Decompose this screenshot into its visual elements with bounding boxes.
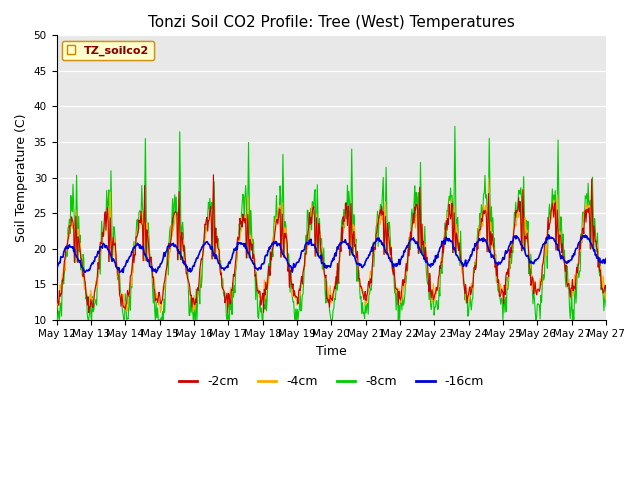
-4cm <box>218 278 226 284</box>
Legend: -2cm, -4cm, -8cm, -16cm: -2cm, -4cm, -8cm, -16cm <box>173 370 489 393</box>
-8cm <box>420 240 428 246</box>
-2cm <box>52 301 60 307</box>
-4cm <box>419 227 426 232</box>
-16cm <box>219 265 227 271</box>
-2cm <box>220 287 227 292</box>
-4cm <box>388 265 396 271</box>
-8cm <box>118 297 125 302</box>
-16cm <box>52 264 60 270</box>
-16cm <box>267 243 275 249</box>
-8cm <box>219 276 227 281</box>
-8cm <box>267 265 275 271</box>
-8cm <box>53 317 61 323</box>
-4cm <box>52 310 60 315</box>
-4cm <box>602 289 610 295</box>
-2cm <box>118 291 125 297</box>
-4cm <box>245 255 253 261</box>
-16cm <box>388 261 396 267</box>
-8cm <box>388 266 396 272</box>
Y-axis label: Soil Temperature (C): Soil Temperature (C) <box>15 113 28 242</box>
Line: -2cm: -2cm <box>56 175 606 312</box>
-2cm <box>268 257 275 263</box>
-2cm <box>602 287 610 293</box>
-16cm <box>602 256 610 262</box>
-16cm <box>246 254 254 260</box>
-2cm <box>389 272 397 278</box>
-8cm <box>602 303 610 309</box>
-2cm <box>247 239 255 245</box>
-8cm <box>246 255 254 261</box>
-4cm <box>117 294 125 300</box>
-8cm <box>52 299 60 305</box>
-16cm <box>420 252 428 258</box>
-4cm <box>484 175 492 180</box>
-16cm <box>152 270 160 276</box>
Line: -8cm: -8cm <box>56 126 606 320</box>
-2cm <box>420 249 428 255</box>
-16cm <box>545 232 552 238</box>
-4cm <box>266 266 274 272</box>
-16cm <box>117 268 125 274</box>
-2cm <box>85 310 93 315</box>
Title: Tonzi Soil CO2 Profile: Tree (West) Temperatures: Tonzi Soil CO2 Profile: Tree (West) Temp… <box>148 15 515 30</box>
-2cm <box>209 172 217 178</box>
Line: -16cm: -16cm <box>56 235 606 273</box>
X-axis label: Time: Time <box>316 345 347 358</box>
-8cm <box>451 123 459 129</box>
Line: -4cm: -4cm <box>56 178 606 312</box>
